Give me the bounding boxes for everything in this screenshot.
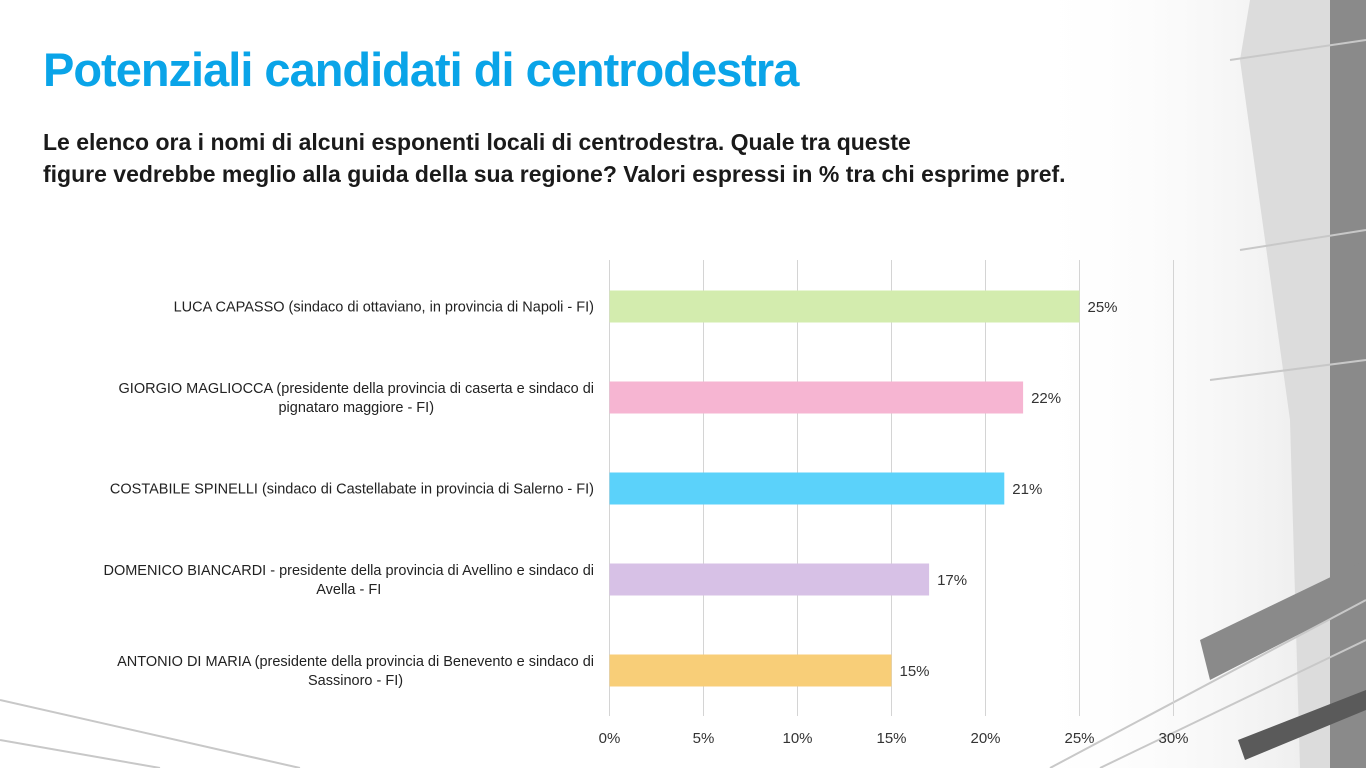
data-label: 22% bbox=[1031, 390, 1061, 407]
category-label: ANTONIO DI MARIA (presidente della provi… bbox=[117, 654, 594, 689]
category-label: LUCA CAPASSO (sindaco di ottaviano, in p… bbox=[174, 300, 594, 316]
category-label-line: DOMENICO BIANCARDI - presidente della pr… bbox=[103, 563, 594, 579]
category-label: DOMENICO BIANCARDI - presidente della pr… bbox=[103, 563, 594, 598]
category-label-line: pignataro maggiore - FI) bbox=[278, 400, 434, 416]
category-label-line: Avella - FI bbox=[316, 582, 381, 598]
bar bbox=[609, 654, 892, 687]
category-label: COSTABILE SPINELLI (sindaco di Castellab… bbox=[110, 482, 594, 498]
data-label: 17% bbox=[937, 572, 967, 589]
data-label: 21% bbox=[1012, 481, 1042, 498]
slide-subtitle: Le elenco ora i nomi di alcuni esponenti… bbox=[43, 126, 1243, 190]
category-label-line: COSTABILE SPINELLI (sindaco di Castellab… bbox=[110, 482, 594, 498]
x-tick-label: 10% bbox=[782, 730, 812, 747]
category-label-line: GIORGIO MAGLIOCCA (presidente della prov… bbox=[119, 381, 594, 397]
category-label: GIORGIO MAGLIOCCA (presidente della prov… bbox=[119, 381, 594, 416]
subtitle-line-1: Le elenco ora i nomi di alcuni esponenti… bbox=[43, 129, 911, 155]
slide-title: Potenziali candidati di centrodestra bbox=[43, 43, 799, 96]
category-label-line: LUCA CAPASSO (sindaco di ottaviano, in p… bbox=[174, 300, 594, 316]
subtitle-line-2: figure vedrebbe meglio alla guida della … bbox=[43, 161, 1066, 187]
x-tick-label: 25% bbox=[1064, 730, 1094, 747]
data-label: 25% bbox=[1088, 299, 1118, 316]
x-tick-label: 15% bbox=[876, 730, 906, 747]
bar bbox=[609, 381, 1024, 414]
bar bbox=[609, 290, 1080, 323]
x-tick-label: 30% bbox=[1158, 730, 1188, 747]
bar bbox=[609, 563, 930, 596]
x-tick-label: 20% bbox=[970, 730, 1000, 747]
category-label-line: Sassinoro - FI) bbox=[308, 673, 403, 689]
data-label: 15% bbox=[900, 663, 930, 680]
category-label-line: ANTONIO DI MARIA (presidente della provi… bbox=[117, 654, 594, 670]
bar bbox=[609, 472, 1005, 505]
x-tick-label: 5% bbox=[693, 730, 715, 747]
x-tick-label: 0% bbox=[599, 730, 621, 747]
